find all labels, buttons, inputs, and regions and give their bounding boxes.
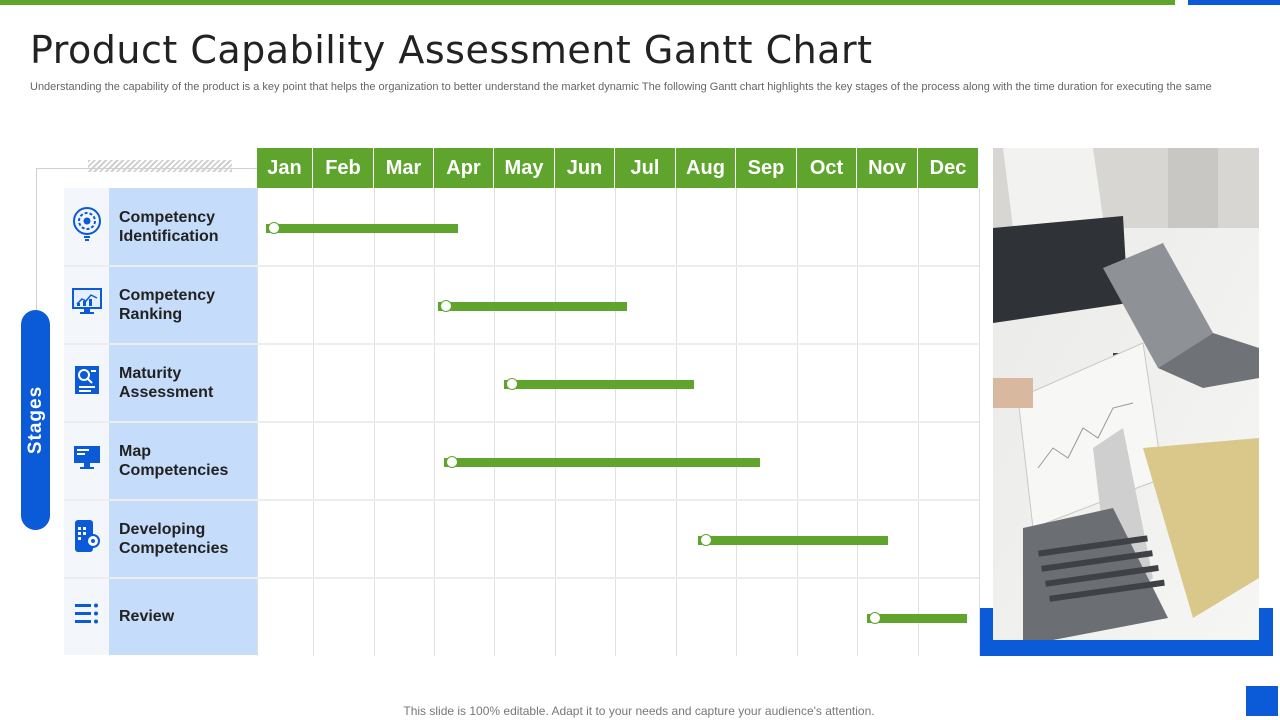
month-header-oct: Oct xyxy=(797,148,857,188)
gantt-bar-developing-competencies xyxy=(698,535,888,545)
stage-label-maturity-assessment: Maturity Assessment xyxy=(119,364,214,401)
gantt-grid xyxy=(64,188,980,656)
grid-hline xyxy=(64,343,979,345)
grid-hline xyxy=(64,421,979,423)
gantt-bar-competency-ranking xyxy=(438,301,628,311)
stage-icon-cell xyxy=(64,188,109,265)
page-title: Product Capability Assessment Gantt Char… xyxy=(30,28,873,72)
monitor-chart-icon xyxy=(71,288,102,321)
month-header-aug: Aug xyxy=(676,148,736,188)
stage-icon-cell xyxy=(64,266,109,343)
gantt-bar-start-marker xyxy=(506,378,519,390)
grid-vline xyxy=(979,188,980,656)
gantt-bar-start-marker xyxy=(700,534,712,546)
stage-label-cell: Maturity Assessment xyxy=(109,344,257,421)
grid-hline xyxy=(64,577,979,579)
month-header-may: May xyxy=(494,148,555,188)
month-header-mar: Mar xyxy=(374,148,434,188)
gantt-bar-start-marker xyxy=(446,456,458,468)
gantt-bar-start-marker xyxy=(869,612,882,624)
month-header-sep: Sep xyxy=(736,148,797,188)
top-blue-accent xyxy=(1188,0,1280,5)
stage-label-competency-ranking: Competency Ranking xyxy=(119,286,216,323)
office-photo xyxy=(993,148,1259,640)
desktop-icon xyxy=(73,444,101,477)
month-header: Jan Feb Mar Apr May Jun Jul Aug Sep Oct Nov Dec xyxy=(257,148,979,188)
gantt-bar-maturity-assessment xyxy=(504,379,694,389)
stage-label-cell: Developing Competencies xyxy=(109,500,257,577)
month-header-jul: Jul xyxy=(615,148,676,188)
stage-label-developing-competencies: Developing Competencies xyxy=(119,520,229,557)
gantt-bar-competency-identification xyxy=(265,223,458,233)
month-header-jun: Jun xyxy=(555,148,615,188)
gantt-bar-start-marker xyxy=(440,300,452,312)
stage-icon-cell xyxy=(64,344,109,421)
month-header-dec: Dec xyxy=(918,148,979,188)
document-search-icon xyxy=(74,365,100,400)
stage-label-map-competencies: Map Competencies xyxy=(119,442,229,479)
stage-label-competency-identification: Competency Identification xyxy=(119,208,219,245)
stage-icon-cell xyxy=(64,578,109,655)
stage-label-cell: Competency Ranking xyxy=(109,266,257,343)
stages-pill: Stages xyxy=(21,310,50,530)
footer-note: This slide is 100% editable. Adapt it to… xyxy=(403,704,875,718)
stage-label-cell: Competency Identification xyxy=(109,188,257,265)
corner-blue-accent xyxy=(1246,686,1278,716)
list-icon xyxy=(74,602,100,631)
stage-label-cell: Map Competencies xyxy=(109,422,257,499)
target-gear-icon xyxy=(71,206,103,247)
stage-label-review: Review xyxy=(119,608,175,625)
grid-hline xyxy=(64,499,979,501)
gantt-bar-review xyxy=(867,613,967,623)
month-header-apr: Apr xyxy=(434,148,494,188)
stage-icon-cell xyxy=(64,422,109,499)
month-header-jan: Jan xyxy=(257,148,313,188)
mobile-settings-icon xyxy=(73,519,101,558)
stage-icon-cell xyxy=(64,500,109,577)
grid-hline xyxy=(64,265,979,267)
stages-label: Stages xyxy=(24,385,46,455)
month-header-feb: Feb xyxy=(313,148,374,188)
decor-hatch xyxy=(88,160,232,172)
top-green-accent xyxy=(0,0,1175,5)
month-header-nov: Nov xyxy=(857,148,918,188)
gantt-bar-start-marker xyxy=(267,222,280,234)
gantt-bar-map-competencies xyxy=(444,457,761,467)
page-subtitle: Understanding the capability of the prod… xyxy=(30,81,1212,93)
stage-label-cell: Review xyxy=(109,578,257,655)
